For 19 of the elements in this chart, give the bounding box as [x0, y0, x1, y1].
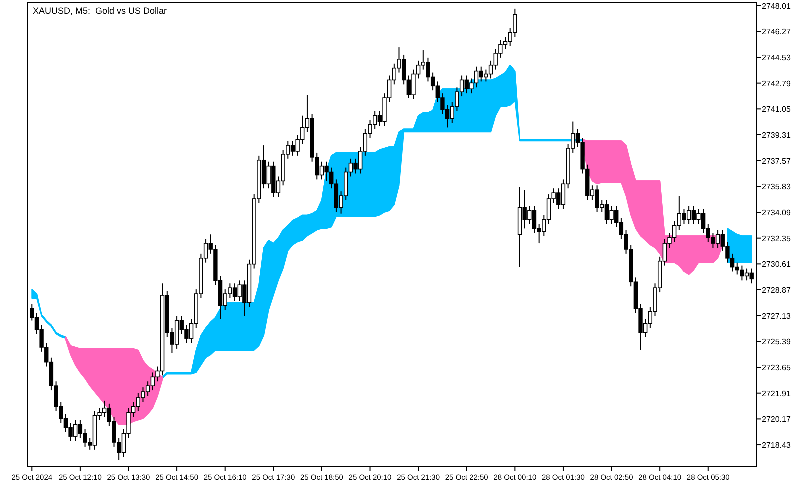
y-tick-label: 2741.05 — [762, 105, 792, 114]
y-tick-label: 2728.87 — [762, 286, 792, 296]
y-tick-label: 2744.53 — [762, 53, 792, 62]
chart-title: XAUUSD, M5: Gold vs US Dollar — [33, 6, 168, 16]
y-tick-label: 2730.61 — [762, 260, 792, 270]
y-tick-label: 2720.17 — [762, 415, 792, 424]
y-tick-label: 2725.39 — [762, 338, 792, 347]
y-tick-label: 2739.31 — [762, 131, 792, 140]
y-tick-label: 2732.35 — [762, 234, 792, 244]
y-tick-label: 2748.01 — [762, 2, 792, 11]
y-tick-label: 2735.83 — [762, 182, 792, 192]
y-tick-label: 2718.43 — [762, 441, 792, 450]
y-tick-label: 2721.91 — [762, 389, 792, 398]
y-tick-label: 2727.13 — [762, 312, 792, 321]
y-tick-label: 2723.65 — [762, 364, 792, 373]
y-tick-label: 2742.79 — [762, 79, 792, 88]
y-tick-label: 2746.27 — [762, 28, 792, 37]
y-tick-label: 2734.09 — [762, 208, 792, 218]
y-tick-label: 2737.57 — [762, 156, 792, 166]
